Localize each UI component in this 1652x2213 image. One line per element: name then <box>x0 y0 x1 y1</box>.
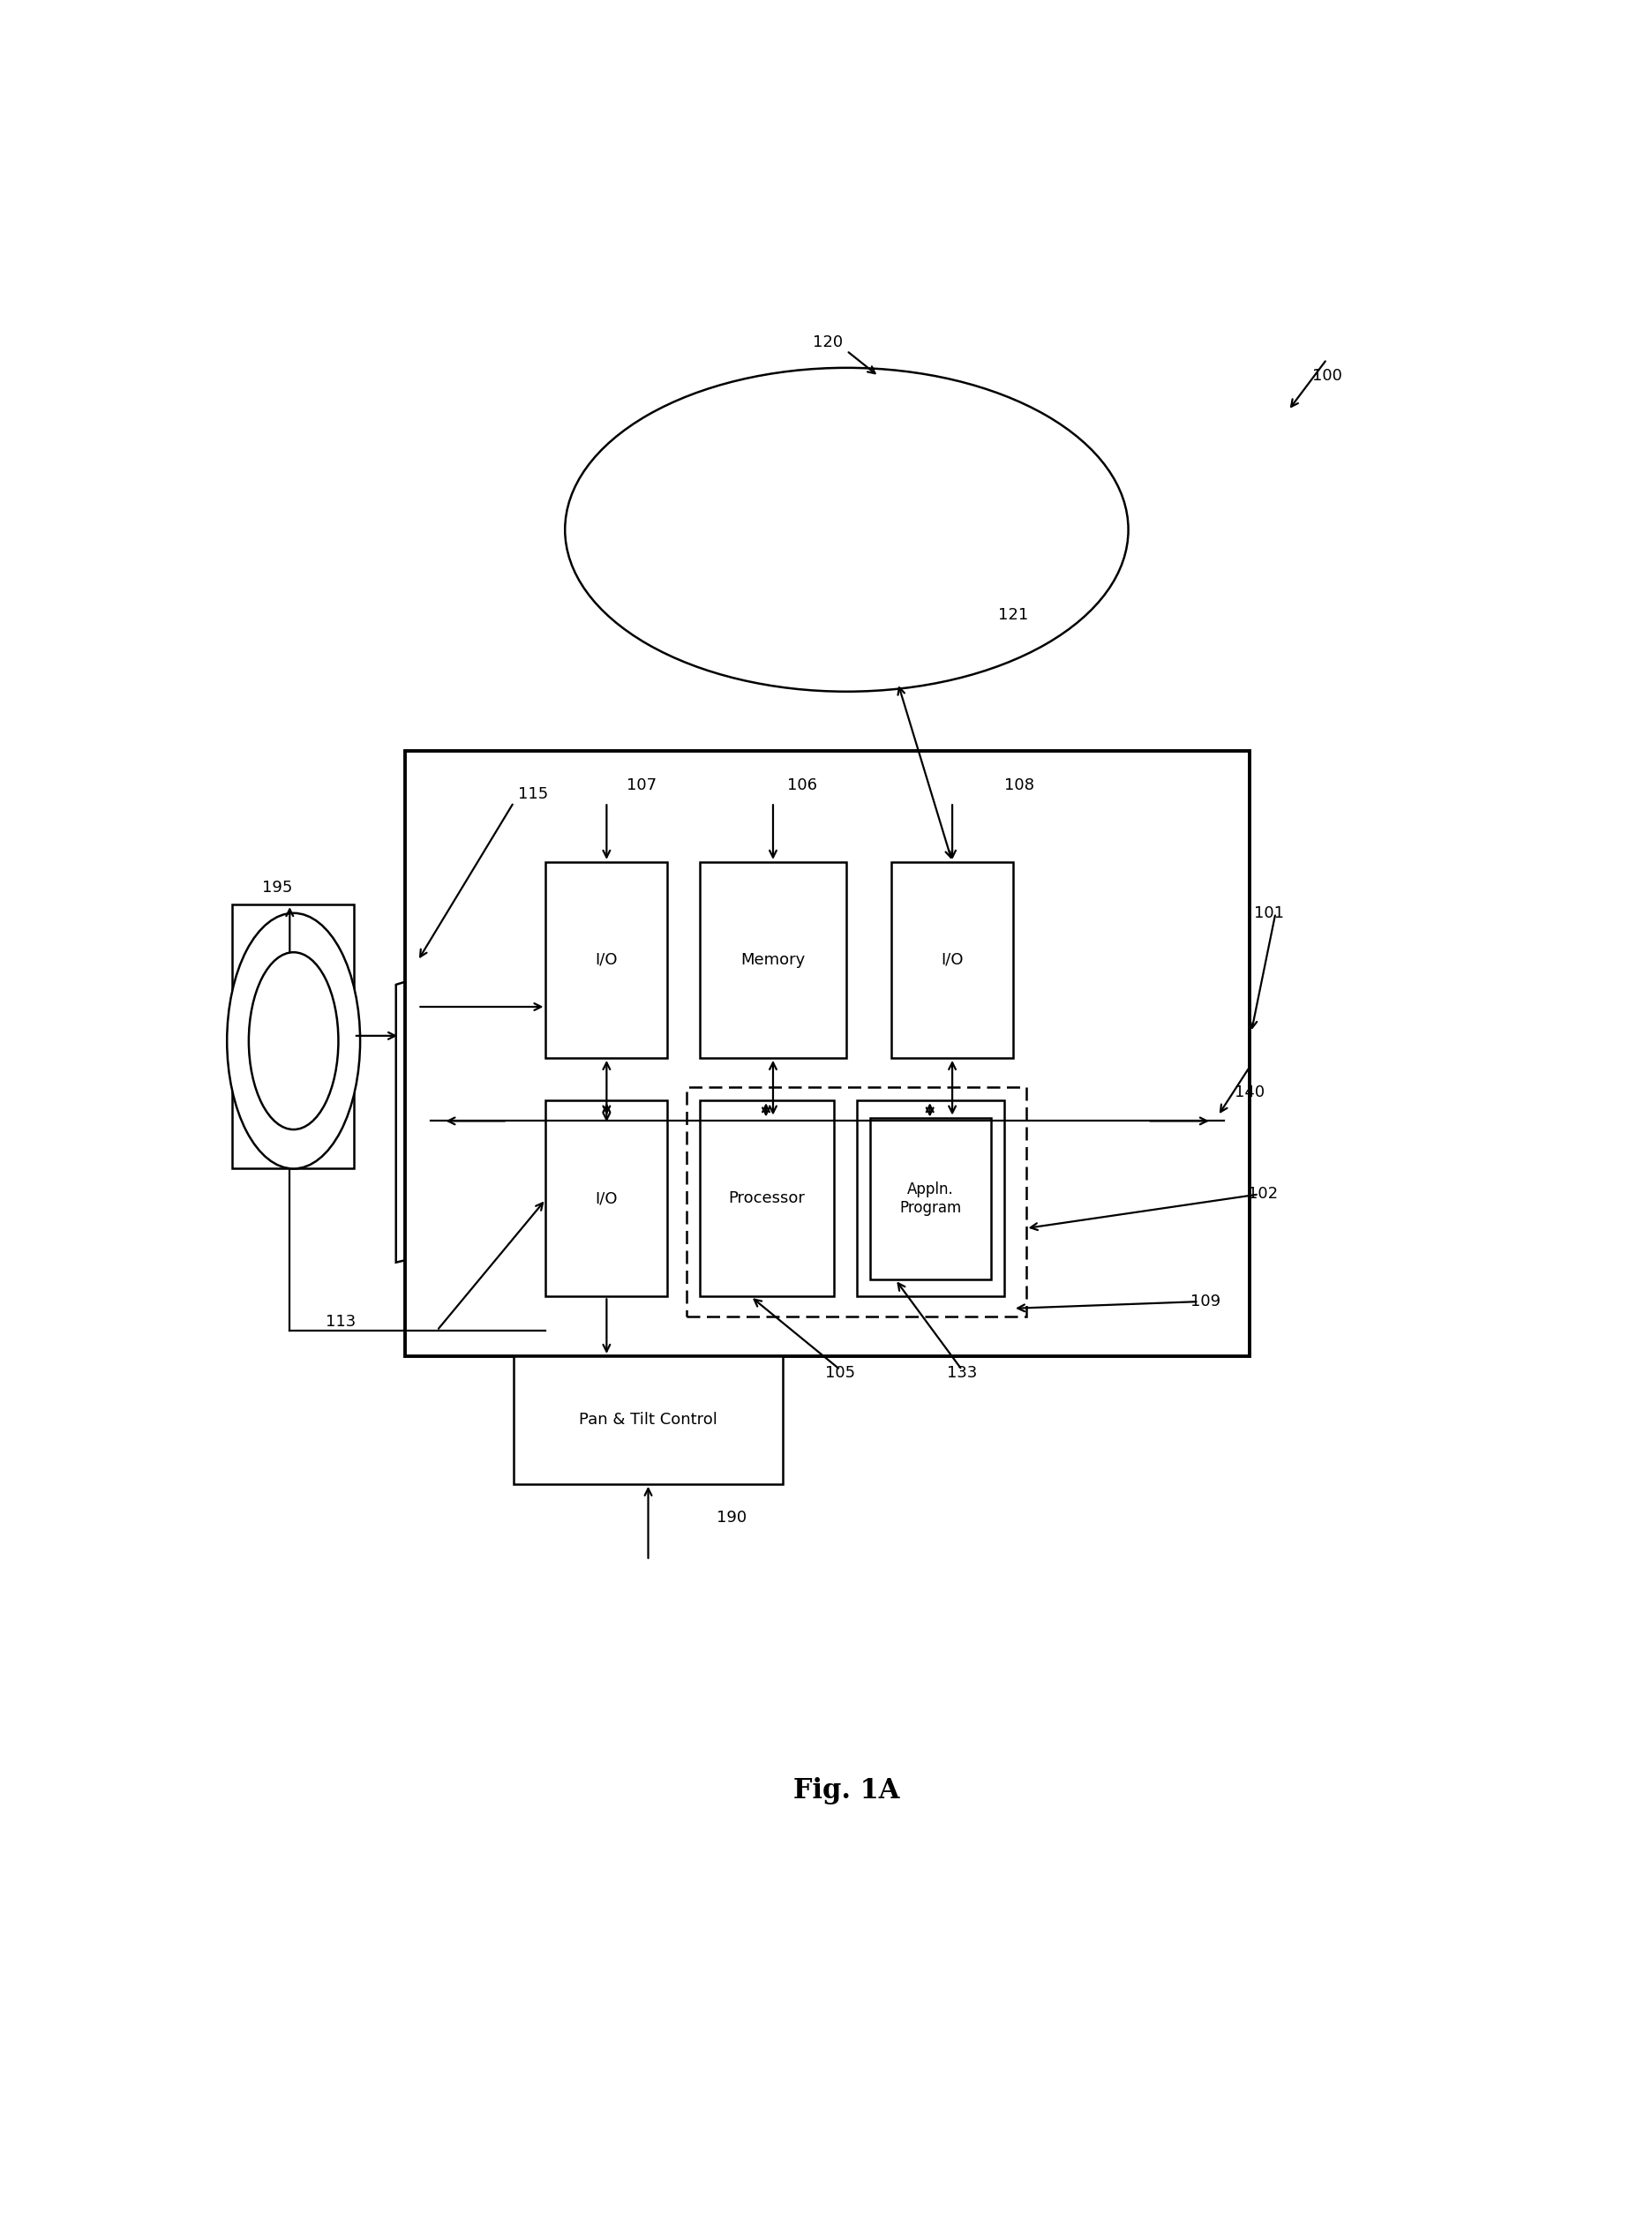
Bar <box>857 1100 1004 1297</box>
Text: 120: 120 <box>813 334 843 350</box>
Bar <box>869 1118 991 1279</box>
Polygon shape <box>396 978 418 1261</box>
Bar <box>545 861 667 1058</box>
Text: 133: 133 <box>947 1365 976 1381</box>
Bar <box>892 861 1013 1058</box>
Text: 105: 105 <box>826 1365 856 1381</box>
Text: 121: 121 <box>998 606 1028 622</box>
Text: 108: 108 <box>1004 777 1034 792</box>
Bar <box>545 1100 667 1297</box>
Text: 195: 195 <box>261 879 292 896</box>
Text: 101: 101 <box>1254 905 1284 921</box>
Text: I/O: I/O <box>595 1191 618 1206</box>
Text: 113: 113 <box>325 1315 357 1330</box>
Text: I/O: I/O <box>942 952 963 967</box>
Bar <box>405 750 1251 1357</box>
Text: 106: 106 <box>786 777 816 792</box>
Text: Processor: Processor <box>729 1191 805 1206</box>
Text: I/O: I/O <box>595 952 618 967</box>
Text: 140: 140 <box>1236 1084 1265 1100</box>
Bar <box>699 861 847 1058</box>
Ellipse shape <box>249 952 339 1129</box>
Bar <box>687 1087 1026 1317</box>
Text: 115: 115 <box>517 786 548 801</box>
Bar <box>699 1100 834 1297</box>
Text: 190: 190 <box>717 1509 747 1527</box>
Text: Fig. 1A: Fig. 1A <box>793 1777 900 1804</box>
Text: 109: 109 <box>1189 1295 1221 1310</box>
Bar <box>231 905 354 1168</box>
Bar <box>514 1357 783 1485</box>
Ellipse shape <box>565 367 1128 690</box>
Text: Memory: Memory <box>740 952 806 967</box>
Ellipse shape <box>226 914 360 1168</box>
Text: Appln.
Program: Appln. Program <box>899 1182 961 1215</box>
Text: 100: 100 <box>1312 367 1341 385</box>
Text: Pan & Tilt Control: Pan & Tilt Control <box>578 1412 717 1427</box>
Text: 107: 107 <box>626 777 657 792</box>
Text: 102: 102 <box>1247 1186 1277 1202</box>
